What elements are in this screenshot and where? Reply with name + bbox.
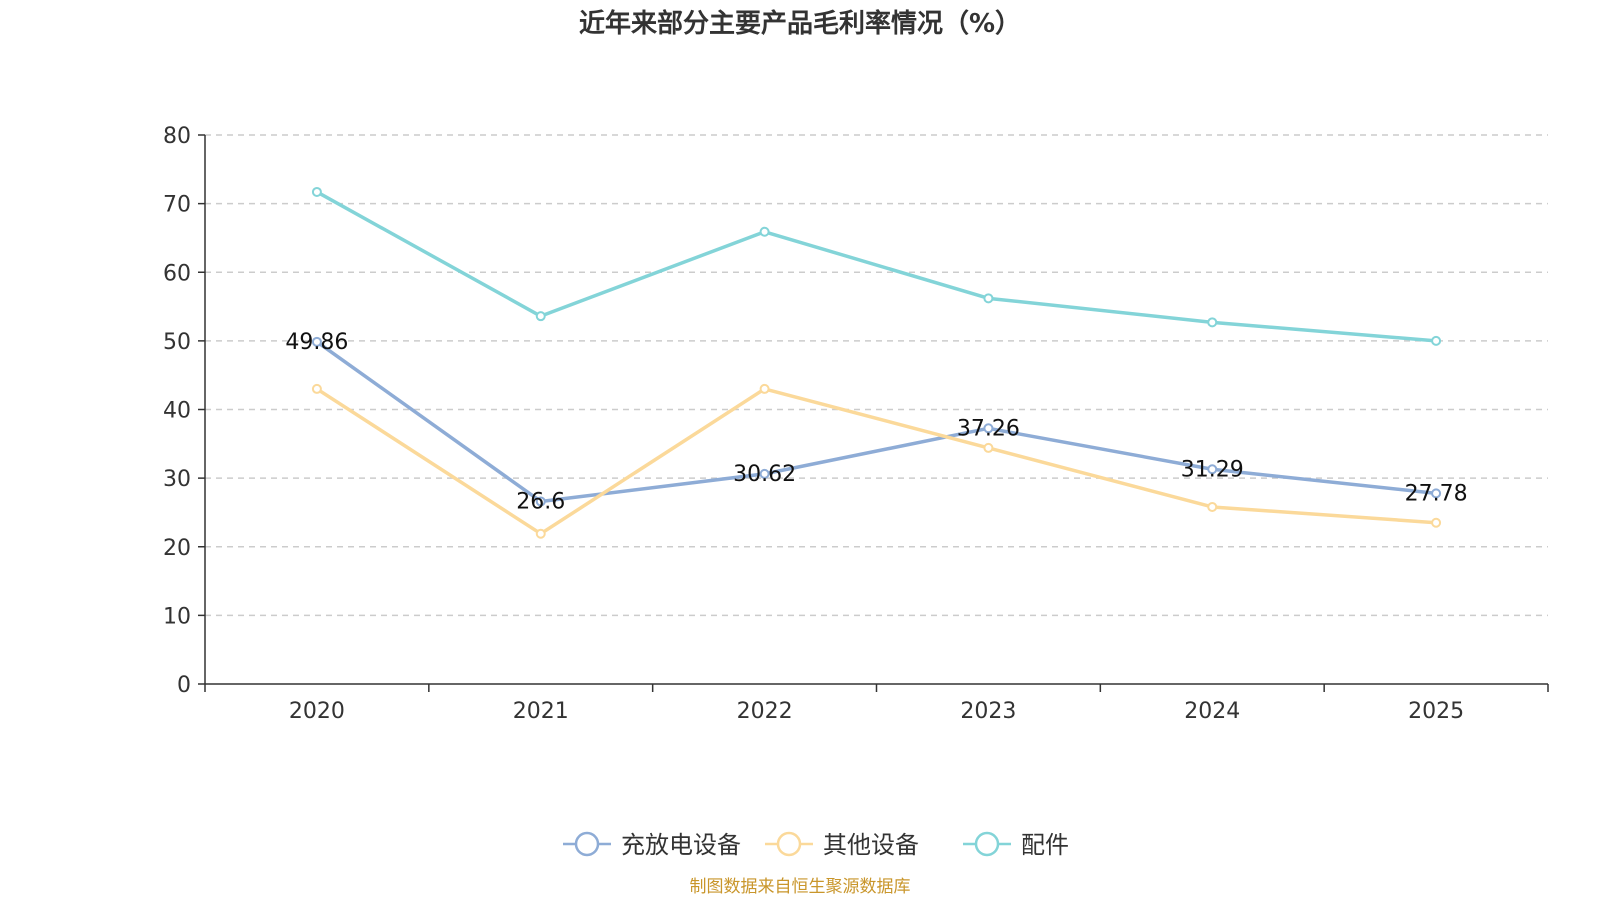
data-point[interactable] — [1431, 335, 1442, 346]
y-tick-label: 40 — [163, 399, 191, 424]
y-tick-label: 30 — [163, 467, 191, 492]
y-tick-label: 80 — [163, 124, 191, 149]
legend-item[interactable]: 其他设备 — [765, 831, 919, 859]
data-point[interactable] — [759, 468, 770, 479]
data-label: 30.62 — [733, 462, 796, 487]
x-tick-label: 2021 — [513, 699, 569, 724]
data-label: 26.6 — [516, 489, 565, 514]
data-point[interactable] — [1207, 501, 1218, 512]
series-line — [315, 387, 1437, 536]
grid-lines — [205, 134, 1548, 617]
data-label: 31.29 — [1181, 457, 1244, 482]
data-point[interactable] — [1431, 488, 1442, 499]
legend[interactable]: 充放电设备 其他设备 配件 — [563, 831, 1069, 859]
series-line — [316, 190, 1437, 343]
x-tick-label: 2025 — [1408, 699, 1464, 724]
legend-marker-icon — [574, 831, 600, 857]
data-point[interactable] — [1207, 464, 1218, 475]
data-point[interactable] — [983, 442, 994, 453]
x-tick-label: 2022 — [737, 699, 793, 724]
data-point[interactable] — [311, 336, 322, 347]
x-tick-label: 2023 — [960, 699, 1016, 724]
data-point[interactable] — [535, 311, 546, 322]
data-label: 49.86 — [285, 330, 348, 355]
y-tick-label: 50 — [163, 330, 191, 355]
data-label: 27.78 — [1405, 481, 1468, 506]
y-tick-label: 70 — [163, 193, 191, 218]
data-point[interactable] — [983, 293, 994, 304]
y-tick-label: 20 — [163, 536, 191, 561]
chart-title: 近年来部分主要产品毛利率情况（%） — [579, 8, 1021, 39]
data-point[interactable] — [1207, 317, 1218, 328]
data-labels: 49.86 26.6 30.62 37.26 31.29 27.78 — [285, 330, 1467, 515]
legend-label: 其他设备 — [823, 831, 919, 859]
legend-marker-icon — [974, 831, 1000, 857]
legend-label: 充放电设备 — [621, 831, 741, 859]
legend-item[interactable]: 充放电设备 — [563, 831, 741, 859]
data-point[interactable] — [535, 496, 546, 507]
source-note: 制图数据来自恒生聚源数据库 — [690, 877, 911, 897]
y-tick-label: 0 — [177, 673, 191, 698]
data-point[interactable] — [759, 226, 770, 237]
series-group — [311, 186, 1442, 539]
x-tick-label: 2020 — [289, 699, 345, 724]
data-point[interactable] — [759, 383, 770, 394]
data-point[interactable] — [535, 528, 546, 539]
series-line — [315, 340, 1437, 504]
data-label: 37.26 — [957, 416, 1020, 441]
legend-marker-icon — [776, 831, 802, 857]
data-point[interactable] — [311, 383, 322, 394]
legend-item[interactable]: 配件 — [963, 831, 1069, 859]
y-tick-label: 60 — [163, 261, 191, 286]
x-tick-label: 2024 — [1184, 699, 1240, 724]
data-point[interactable] — [983, 423, 994, 434]
axes: 0 10 20 30 40 50 60 70 80 2020 2021 2022 2023 2024 202… — [163, 124, 1549, 724]
legend-label: 配件 — [1021, 831, 1069, 859]
y-tick-label: 10 — [163, 604, 191, 629]
data-point[interactable] — [311, 186, 322, 197]
data-point[interactable] — [1431, 517, 1442, 528]
